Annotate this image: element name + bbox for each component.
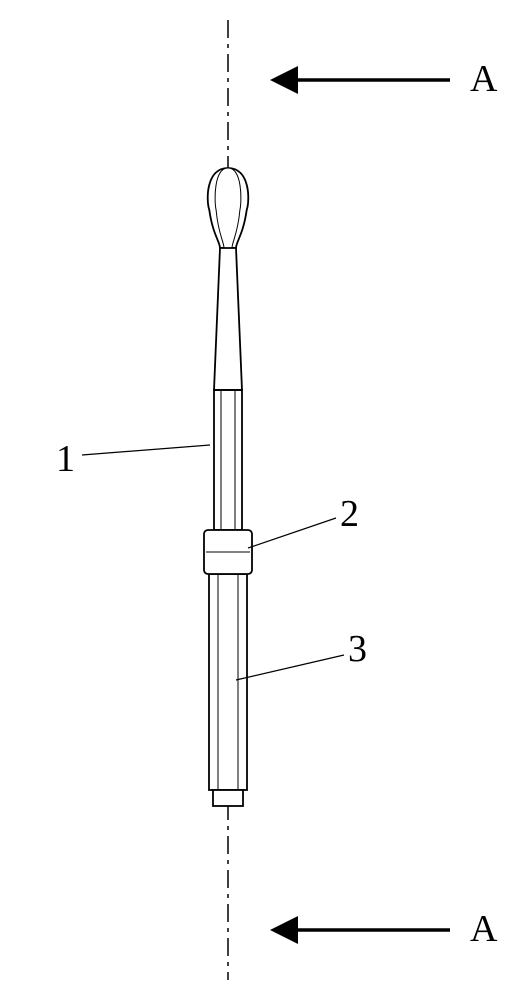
- callout-label-2: 2: [340, 495, 359, 533]
- diagram-canvas: A A 1 2 3: [0, 0, 515, 1000]
- diagram-svg: [0, 0, 515, 1000]
- section-label-bottom: A: [470, 910, 497, 948]
- callout-leader-1: [82, 445, 210, 455]
- callout-label-3: 3: [348, 630, 367, 668]
- taper: [214, 248, 242, 390]
- callout-label-1: 1: [56, 440, 75, 478]
- section-arrow-head-bottom: [270, 916, 298, 944]
- callout-leader-2: [248, 518, 336, 548]
- section-arrow-head-top: [270, 66, 298, 94]
- upper-tube: [214, 390, 242, 530]
- callout-leader-3: [236, 655, 344, 680]
- lower-tube: [209, 574, 247, 790]
- section-label-top: A: [470, 60, 497, 98]
- foot-cap: [213, 790, 243, 806]
